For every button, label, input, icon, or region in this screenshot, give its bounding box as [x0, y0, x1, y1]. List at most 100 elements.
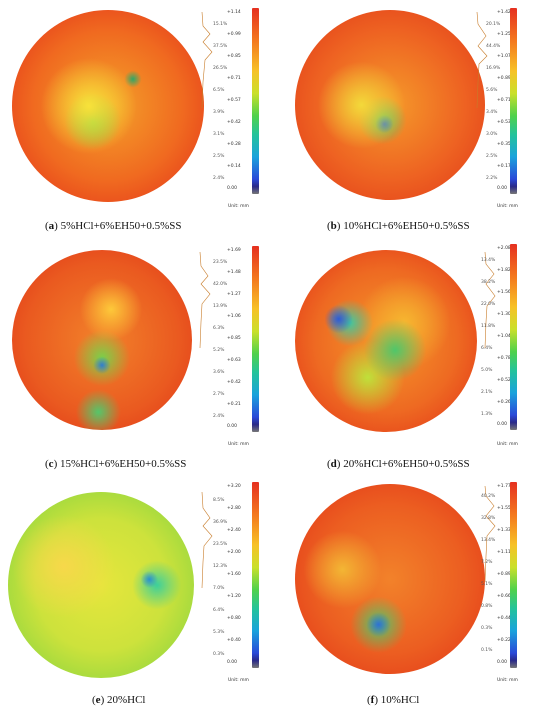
percent-value: 13.4%	[481, 538, 496, 543]
tick-label: +1.69	[227, 248, 241, 253]
percent-value: 7.0%	[213, 586, 225, 591]
unit-label: Unit: mm	[497, 442, 518, 447]
tick-label: +0.89	[497, 572, 511, 577]
percent-value: 0.8%	[481, 604, 493, 609]
percent-value: 2.2%	[486, 176, 498, 181]
tick-label: +0.40	[227, 638, 241, 643]
percent-value: 40.2%	[481, 494, 496, 499]
tick-label: +0.52	[497, 378, 511, 383]
tick-label: +1.82	[497, 268, 511, 273]
percent-value: 20.1%	[486, 22, 501, 27]
surface-scan-e	[8, 492, 194, 678]
caption-d: (d) 20%HCl+6%EH50+0.5%SS	[327, 458, 470, 470]
caption-letter: c	[48, 458, 54, 470]
percent-value: 16.9%	[486, 66, 501, 71]
tick-label: +0.85	[227, 54, 241, 59]
tick-label: 0.00	[227, 186, 238, 191]
caption-letter: a	[48, 220, 55, 232]
tick-label: +0.85	[227, 336, 241, 341]
caption-text: 20%HCl+6%EH50+0.5%SS	[340, 458, 470, 470]
unit-label: Unit: mm	[497, 678, 518, 683]
surface-scan-d	[295, 250, 477, 432]
tick-label: +1.56	[497, 290, 511, 295]
tick-label: +0.42	[227, 120, 241, 125]
panel-f: 40.2% 32.8% 13.4% 7.2% 5.1% 0.8% 0.3% 0.…	[275, 476, 550, 713]
tick-label: +0.89	[497, 76, 511, 81]
tick-label: +0.71	[227, 76, 241, 81]
percent-value: 5.0%	[481, 368, 493, 373]
percent-value: 3.6%	[213, 370, 225, 375]
tick-label: +2.08	[497, 246, 511, 251]
tick-label: 0.00	[227, 424, 238, 429]
panel-a: 15.1% 37.5% 26.5% 6.5% 3.9% 3.1% 2.5% 2.…	[0, 0, 275, 238]
tick-label: +1.06	[227, 314, 241, 319]
tick-label: +1.33	[497, 528, 511, 533]
tick-label: +1.04	[497, 334, 511, 339]
percent-value: 26.5%	[213, 66, 228, 71]
distribution-curve	[475, 11, 489, 109]
percent-value: 1.3%	[481, 412, 493, 417]
percent-value: 0.3%	[481, 626, 493, 631]
percent-value: 32.8%	[481, 516, 496, 521]
distribution-curve	[198, 251, 212, 349]
percent-value: 2.5%	[486, 154, 498, 159]
tick-label: 0.00	[497, 186, 508, 191]
caption-letter: b	[330, 220, 337, 232]
percent-value: 37.5%	[213, 44, 228, 49]
tick-label: +1.55	[497, 506, 511, 511]
tick-label: +2.40	[227, 528, 241, 533]
percent-value: 23.5%	[213, 260, 228, 265]
percent-value: 38.2%	[481, 280, 496, 285]
tick-label: +0.66	[497, 594, 511, 599]
tick-label: 0.00	[497, 422, 508, 427]
tick-label: +1.11	[497, 550, 511, 555]
panel-c: 23.5% 42.0% 13.9% 6.3% 5.2% 3.6% 2.7% 2.…	[0, 238, 275, 476]
percent-value: 7.2%	[481, 560, 493, 565]
tick-label: +0.71	[497, 98, 511, 103]
surface-scan-c	[12, 250, 192, 430]
percent-value: 3.0%	[486, 132, 498, 137]
tick-label: +0.44	[497, 616, 511, 621]
tick-label: +2.00	[227, 550, 241, 555]
caption-text: 10%HCl	[378, 694, 420, 706]
caption-text: 20%HCl	[104, 694, 146, 706]
percent-value: 5.3%	[213, 630, 225, 635]
percent-value: 3.1%	[213, 132, 225, 137]
tick-label: +1.42	[497, 10, 511, 15]
percent-value: 22.0%	[481, 302, 496, 307]
percent-value: 13.9%	[213, 304, 228, 309]
tick-label: +0.22	[497, 638, 511, 643]
distribution-curve	[483, 485, 497, 583]
caption-text: 15%HCl+6%EH50+0.5%SS	[57, 458, 187, 470]
color-scale-bar	[252, 8, 259, 194]
percent-value: 2.5%	[213, 154, 225, 159]
caption-f: (f) 10%HCl	[367, 694, 420, 706]
surface-scan-f	[295, 484, 485, 674]
percent-value: 44.4%	[486, 44, 501, 49]
tick-label: 0.00	[497, 660, 508, 665]
percent-value: 0.1%	[481, 648, 493, 653]
panel-b: 20.1% 44.4% 16.9% 5.6% 3.4% 3.0% 2.5% 2.…	[275, 0, 550, 238]
tick-label: +0.78	[497, 356, 511, 361]
tick-label: +1.77	[497, 484, 511, 489]
unit-label: Unit: mm	[228, 204, 249, 209]
caption-c: (c) 15%HCl+6%EH50+0.5%SS	[45, 458, 187, 470]
caption-letter: e	[95, 694, 101, 706]
tick-label: +1.27	[227, 292, 241, 297]
tick-label: 0.00	[227, 660, 238, 665]
caption-text: 5%HCl+6%EH50+0.5%SS	[57, 220, 182, 232]
percent-value: 11.8%	[481, 324, 496, 329]
percent-value: 0.3%	[213, 652, 225, 657]
surface-scan-b	[295, 10, 485, 200]
tick-label: +1.07	[497, 54, 511, 59]
caption-a: (a) 5%HCl+6%EH50+0.5%SS	[45, 220, 182, 232]
color-scale-bar	[252, 482, 259, 668]
percent-value: 13.4%	[481, 258, 496, 263]
distribution-curve	[483, 251, 497, 349]
percent-value: 5.2%	[213, 348, 225, 353]
percent-value: 3.9%	[213, 110, 225, 115]
caption-letter: f	[370, 694, 375, 706]
tick-label: +0.99	[227, 32, 241, 37]
caption-e: (e) 20%HCl	[92, 694, 146, 706]
percent-value: 42.0%	[213, 282, 228, 287]
